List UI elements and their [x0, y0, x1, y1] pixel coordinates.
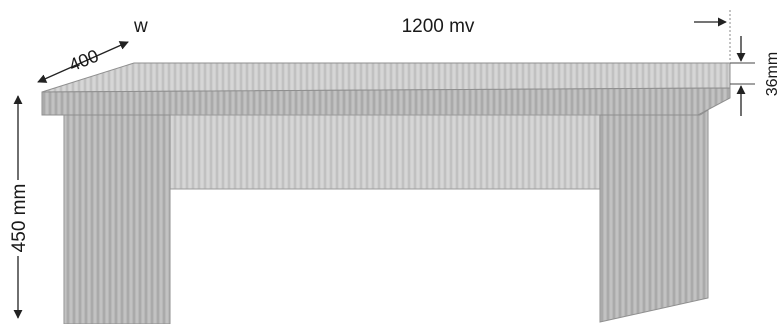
table-top-edge	[41, 87, 731, 116]
height-label: 450 mm	[9, 184, 30, 253]
right-leg	[599, 109, 709, 323]
thickness-label: 36mm	[764, 52, 781, 96]
depth-arrow	[37, 41, 129, 83]
back-panel	[111, 114, 605, 190]
table-top-surface	[41, 62, 731, 93]
depth-label: 400	[66, 46, 101, 76]
length-label: 1200 mv	[402, 16, 475, 37]
width-marker-label: w	[133, 16, 148, 37]
left-leg	[63, 114, 171, 324]
height-label-bg	[6, 180, 30, 256]
